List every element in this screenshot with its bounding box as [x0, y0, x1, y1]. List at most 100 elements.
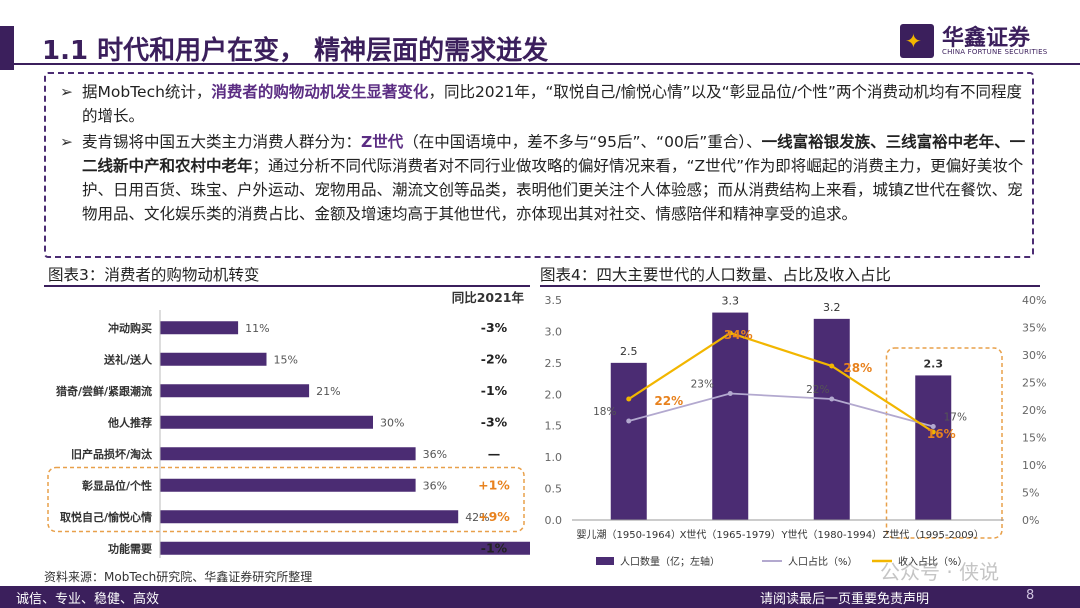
chart4-population-label: 2.3 — [924, 357, 944, 370]
chart4-population-bar — [712, 312, 749, 520]
chart4-category-label: Y世代（1980-1994） — [780, 529, 882, 541]
bullet2-text-1: 麦肯锡将中国五大类主力消费人群分为： — [82, 133, 362, 151]
chart3-change-label: +9% — [478, 509, 510, 524]
chart4-income-share-point — [930, 429, 936, 435]
chart3-change-header: 同比2021年 — [452, 290, 525, 305]
chart4-legend-popshare-label: 人口占比（%） — [788, 555, 858, 568]
chart4-right-tick: 40% — [1022, 294, 1046, 307]
chart4-income-share-point — [829, 363, 835, 369]
chart3-change-label: -1% — [481, 383, 508, 398]
chart3-value-label: 36% — [423, 448, 447, 461]
chart3-value-label: 15% — [274, 353, 298, 366]
chart3-bar — [160, 415, 373, 429]
bullet2-highlight-z: Z世代 — [361, 133, 404, 151]
chart4-left-tick: 0.0 — [545, 514, 563, 527]
chart4-right-tick: 10% — [1022, 459, 1046, 472]
footer-slogan: 诚信、专业、稳健、高效 — [16, 592, 160, 607]
logo-mark-icon: ✦ — [900, 24, 934, 58]
chart3-bar — [160, 384, 310, 398]
chart4-left-tick: 1.0 — [545, 451, 563, 464]
chart3-category-label: 他人推荐 — [107, 415, 152, 429]
chart4-population-bar — [610, 362, 647, 520]
chart3-category-label: 猎奇/尝鲜/紧跟潮流 — [56, 384, 152, 398]
chart4-population-label: 3.3 — [722, 295, 740, 308]
watermark-text: 公众号 · 侠说 — [880, 560, 1000, 584]
logo-name-cn: 华鑫证券 — [942, 26, 1031, 51]
page-title: 1.1 时代和用户在变， 精神层面的需求迸发 — [42, 36, 549, 66]
chart3-bar — [160, 510, 459, 524]
chart4-population-label: 2.5 — [620, 345, 638, 358]
chart3-bar — [160, 352, 267, 366]
chart4-right-tick: 35% — [1022, 322, 1046, 335]
chart4-income-share-line — [628, 331, 934, 433]
bullet2-text-3: ；通过分析不同代际消费者对不同行业做攻略的偏好情况来看，“Z世代”作为即将崛起的… — [82, 157, 1024, 223]
chart3-bar — [160, 447, 416, 461]
chart4-title: 图表4：四大主要世代的人口数量、占比及收入占比 — [540, 266, 891, 284]
chart3-category-label: 彰显品位/个性 — [82, 478, 152, 492]
bullet2-text-2: （在中国语境中，差不多与“95后”、“00后”重合）、 — [403, 133, 762, 151]
chart4-income-share-label: 34% — [724, 328, 753, 342]
chart4-income-share-point — [626, 396, 632, 402]
chart4-right-tick: 0% — [1022, 514, 1039, 527]
bullet1-highlight: 消费者的购物动机发生显著变化 — [211, 83, 429, 101]
chart4-left-tick: 2.5 — [545, 357, 563, 370]
chart3-value-label: 11% — [245, 322, 269, 335]
chart4-category-label: 婴儿潮（1950-1964） — [576, 528, 681, 541]
chart4-population-bar — [813, 318, 850, 520]
chart4-left-tick: 2.0 — [545, 388, 563, 401]
chart3-bar — [160, 478, 416, 492]
chart3-value-label: 42% — [465, 511, 489, 524]
chart4-left-tick: 0.5 — [545, 483, 563, 496]
company-logo: ✦ 华鑫证券 CHINA FORTUNE SECURITIES — [900, 20, 1070, 64]
chart4-left-tick: 3.5 — [545, 294, 563, 307]
chart4-population-share-point — [930, 424, 936, 429]
summary-bullet-1: ➢ 据MobTech统计，消费者的购物动机发生显著变化，同比2021年，“取悦自… — [60, 80, 1026, 128]
chart4-population-share-point — [727, 391, 733, 396]
chart4-right-tick: 30% — [1022, 349, 1046, 362]
logo-name-en: CHINA FORTUNE SECURITIES — [942, 48, 1048, 56]
chart4-income-share-label: 28% — [843, 361, 872, 375]
chart3-category-label: 冲动购买 — [108, 321, 152, 335]
bullet2-bold-groups: 一线富裕银发族、三线富裕中老年、一二线新中产和农村中老年 — [82, 133, 1026, 175]
chart4-population-share-line — [628, 392, 934, 428]
chart3-category-label: 取悦自己/愉悦心情 — [60, 510, 152, 524]
chart3-change-label: -3% — [481, 414, 508, 429]
page-number: 8 — [1026, 588, 1035, 603]
footer-disclaimer: 请阅读最后一页重要免责声明 — [760, 592, 930, 607]
bullet1-text-pre: 据MobTech统计， — [82, 83, 212, 101]
chart3-title-rule — [44, 285, 530, 287]
chart3-value-label: 36% — [423, 479, 447, 492]
chart4-category-label: X世代（1965-1979） — [680, 529, 781, 541]
chart4-income-share-label: 16% — [927, 427, 956, 441]
chart4-category-label: Z世代（1995-2009） — [883, 529, 984, 541]
chart3-change-label: -3% — [481, 320, 508, 335]
chart4-left-tick: 1.5 — [545, 420, 563, 433]
chart4-generation-combo-chart: 0.0 0.5 1.0 1.5 2.0 2.5 3.0 3.5 0% 5% 10% 15% 20% 25%… — [545, 294, 1047, 568]
bullet1-text-post: ，同比2021年，“取悦自己/愉悦心情”以及“彰显品位/个性”两个消费动机均有不… — [82, 83, 1022, 125]
bullet-arrow-icon: ➢ — [60, 83, 73, 101]
chart4-highlight-box — [885, 347, 1003, 539]
chart4-legend-income-label: 收入占比（%） — [898, 555, 968, 568]
chart3-bar — [160, 541, 530, 555]
chart4-population-bar — [915, 375, 952, 520]
chart4-right-tick: 5% — [1022, 487, 1039, 500]
chart4-population-label: 3.2 — [823, 301, 841, 314]
chart4-population-share-label: 22% — [806, 384, 829, 396]
chart4-population-share-label: 23% — [691, 379, 714, 391]
summary-box: ➢ 据MobTech统计，消费者的购物动机发生显著变化，同比2021年，“取悦自… — [44, 72, 1034, 258]
chart3-title: 图表3：消费者的购物动机转变 — [48, 266, 260, 284]
chart3-highlight-box — [47, 466, 525, 533]
source-note: 资料来源：MobTech研究院、华鑫证券研究所整理 — [44, 570, 313, 584]
chart3-category-label: 旧产品损坏/淘汰 — [71, 447, 153, 461]
chart4-legend-population-swatch — [596, 557, 614, 565]
chart4-income-share-point — [727, 330, 733, 336]
chart3-category-label: 功能需要 — [108, 541, 152, 555]
chart4-legend-population-label: 人口数量（亿；左轴） — [620, 555, 720, 568]
chart4-right-tick: 25% — [1022, 377, 1046, 390]
chart3-category-label: 送礼/送人 — [103, 352, 153, 366]
chart4-population-share-point — [829, 396, 835, 402]
chart4-left-tick: 3.0 — [545, 325, 563, 338]
footer-bar — [0, 586, 1080, 608]
chart3-change-label: -2% — [481, 351, 508, 366]
chart3-bar — [160, 321, 239, 335]
